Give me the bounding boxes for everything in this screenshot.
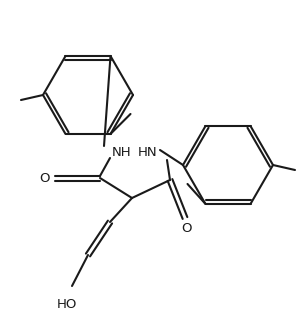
Text: O: O xyxy=(182,222,192,234)
Text: NH: NH xyxy=(112,146,132,158)
Text: HO: HO xyxy=(57,298,77,311)
Text: HN: HN xyxy=(137,146,157,158)
Text: O: O xyxy=(40,172,50,185)
